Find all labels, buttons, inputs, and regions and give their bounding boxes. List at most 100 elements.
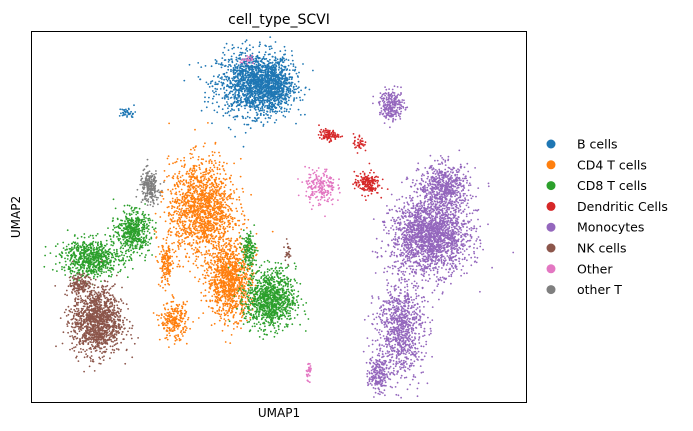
scatter-point — [262, 71, 265, 74]
scatter-point — [232, 79, 234, 82]
scatter-point — [203, 237, 206, 239]
scatter-point — [297, 80, 300, 83]
scatter-point — [251, 52, 254, 55]
scatter-point — [107, 255, 110, 258]
scatter-point — [167, 308, 170, 311]
scatter-point — [289, 92, 291, 95]
scatter-point — [266, 74, 269, 76]
scatter-point — [222, 260, 225, 263]
scatter-point — [262, 93, 265, 95]
scatter-point — [275, 64, 277, 67]
scatter-point — [298, 86, 300, 89]
scatter-point — [189, 167, 192, 170]
scatter-point — [255, 74, 258, 77]
scatter-point — [269, 111, 272, 113]
scatter-point — [252, 74, 255, 77]
scatter-point — [169, 190, 172, 193]
scatter-point — [222, 302, 225, 305]
scatter-point — [275, 96, 278, 99]
scatter-point — [249, 127, 252, 130]
scatter-point — [261, 91, 263, 94]
scatter-point — [207, 222, 210, 225]
scatter-point — [233, 290, 236, 292]
scatter-point — [287, 89, 290, 92]
scatter-point — [162, 324, 164, 327]
scatter-point — [238, 295, 240, 297]
scatter-point — [221, 294, 224, 297]
scatter-point — [224, 173, 227, 176]
scatter-point — [231, 269, 234, 272]
scatter-point — [257, 73, 259, 76]
scatter-point — [208, 254, 211, 257]
scatter-point — [265, 99, 267, 102]
scatter-point — [175, 303, 178, 306]
scatter-point — [164, 220, 167, 223]
scatter-point — [217, 192, 220, 195]
scatter-point — [246, 226, 248, 229]
scatter-point — [203, 189, 205, 192]
scatter-point — [216, 88, 219, 91]
scatter-point — [225, 78, 228, 81]
scatter-point — [249, 72, 252, 74]
scatter-point — [265, 91, 268, 93]
scatter-point — [205, 106, 208, 109]
scatter-point — [219, 155, 221, 157]
scatter-point — [215, 244, 218, 247]
scatter-point — [272, 72, 275, 74]
scatter-point — [274, 51, 276, 54]
scatter-point — [224, 252, 227, 255]
scatter-point — [226, 85, 228, 88]
scatter-point — [281, 92, 284, 94]
scatter-point — [230, 288, 233, 291]
scatter-point — [153, 230, 156, 232]
scatter-point — [224, 300, 227, 303]
scatter-point — [195, 258, 198, 260]
scatter-point — [289, 84, 292, 87]
scatter-point — [207, 122, 209, 124]
scatter-point — [168, 122, 171, 125]
scatter-point — [210, 259, 213, 262]
scatter-point — [204, 281, 207, 284]
scatter-point — [261, 109, 263, 112]
scatter-point — [169, 257, 172, 259]
scatter-point — [237, 323, 240, 325]
scatter-point — [221, 329, 224, 332]
scatter-point — [180, 235, 182, 238]
scatter-point — [171, 188, 174, 191]
scatter-point — [200, 158, 203, 161]
scatter-point — [214, 214, 216, 216]
scatter-point — [194, 128, 196, 131]
scatter-point — [164, 265, 167, 268]
scatter-point — [231, 209, 233, 212]
scatter-point — [168, 229, 170, 232]
scatter-point — [218, 178, 221, 180]
scatter-point — [234, 262, 236, 265]
scatter-point — [224, 207, 227, 209]
scatter-point — [197, 255, 200, 258]
scatter-point — [242, 308, 245, 311]
scatter-point — [253, 83, 255, 86]
scatter-point — [237, 268, 239, 271]
scatter-point — [214, 218, 217, 221]
scatter-point — [214, 59, 217, 61]
scatter-point — [205, 187, 208, 190]
scatter-point — [192, 182, 195, 185]
scatter-point — [202, 312, 205, 314]
scatter-point — [176, 197, 179, 199]
scatter-point — [221, 214, 224, 217]
scatter-point — [265, 113, 267, 115]
scatter-point — [255, 87, 258, 90]
scatter-point — [230, 244, 233, 247]
scatter-point — [294, 91, 296, 94]
scatter-point — [258, 101, 261, 104]
scatter-point — [270, 45, 272, 48]
scatter-point — [210, 269, 213, 271]
scatter-point — [179, 319, 182, 322]
scatter-point — [254, 84, 257, 87]
scatter-point — [184, 248, 187, 251]
scatter-point — [200, 66, 203, 68]
scatter-point — [285, 108, 288, 111]
scatter-point — [231, 85, 233, 88]
scatter-point — [209, 210, 212, 213]
scatter-point — [237, 264, 240, 267]
